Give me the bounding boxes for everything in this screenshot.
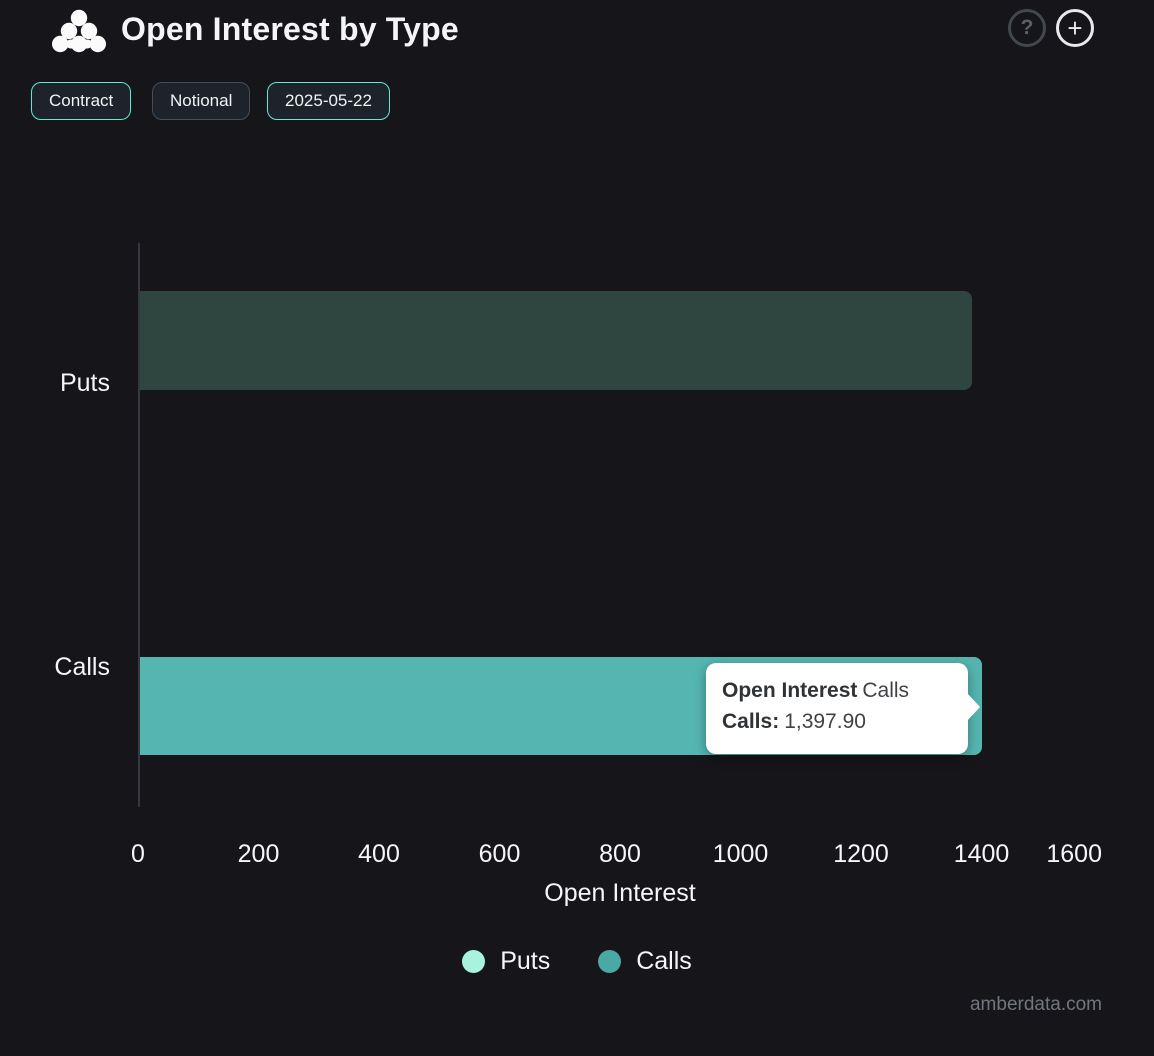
- x-tick-label: 1400: [953, 840, 1010, 868]
- legend-item-puts[interactable]: Puts: [462, 947, 550, 976]
- watermark: amberdata.com: [969, 994, 1102, 1015]
- help-icon[interactable]: ?: [1008, 9, 1046, 47]
- y-axis-label-puts: Puts: [59, 369, 110, 397]
- expiration-date-label: 2025-05-22: [285, 91, 372, 110]
- x-tick-label: 1000: [712, 840, 769, 868]
- puts-bar[interactable]: [140, 291, 973, 390]
- x-axis-title: Open Interest: [544, 879, 696, 907]
- x-tick-label: 800: [599, 840, 641, 868]
- x-tick-label: 400: [358, 840, 400, 868]
- x-tick-label: 0: [131, 840, 145, 868]
- contract-toggle-button[interactable]: Contract: [31, 82, 132, 120]
- help-icon-glyph: ?: [1020, 16, 1034, 39]
- tooltip-title: Open Interest Calls: [722, 675, 968, 706]
- calls-legend-dot-icon: [598, 950, 622, 973]
- tooltip-row-label: Calls:: [722, 710, 780, 733]
- x-tick-label: 600: [478, 840, 521, 868]
- x-tick-label: 1600: [1046, 840, 1102, 868]
- y-axis-line: [138, 243, 140, 807]
- y-axis-label-calls: Calls: [54, 653, 110, 681]
- expiration-date-button[interactable]: 2025-05-22: [267, 82, 390, 120]
- notional-toggle-button[interactable]: Notional: [152, 82, 251, 120]
- x-tick-label: 1200: [833, 840, 889, 868]
- tooltip-value-row: Calls: 1,397.90: [722, 706, 968, 737]
- notional-button-label: Notional: [170, 91, 233, 110]
- calls-legend-label: Calls: [636, 947, 692, 975]
- x-tick-label: 200: [237, 840, 280, 868]
- tooltip-title-rest: Calls: [862, 679, 910, 702]
- contract-button-label: Contract: [49, 91, 114, 110]
- legend-item-calls[interactable]: Calls: [598, 947, 692, 976]
- tooltip-arrow: [967, 693, 980, 721]
- add-icon[interactable]: +: [1056, 9, 1094, 47]
- chart-legend: Puts Calls: [0, 947, 1154, 976]
- puts-legend-dot-icon: [462, 950, 486, 973]
- tooltip-title-bold: Open Interest: [722, 679, 858, 702]
- puts-legend-label: Puts: [500, 947, 551, 975]
- page-title: Open Interest by Type: [121, 11, 459, 47]
- amberdata-logo: [52, 9, 106, 53]
- tooltip-row-value: 1,397.90: [784, 710, 866, 733]
- chart-tooltip: Open Interest Calls Calls: 1,397.90: [706, 663, 968, 754]
